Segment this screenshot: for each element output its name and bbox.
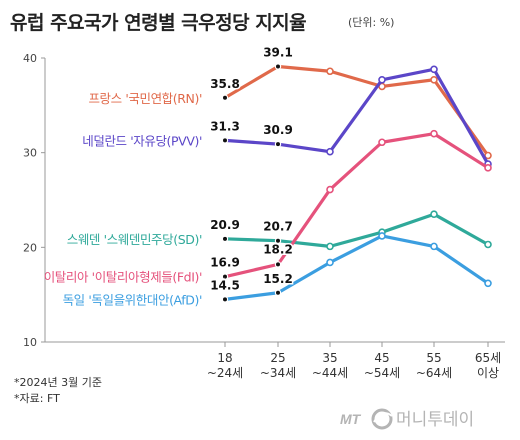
series-line [223, 64, 490, 158]
x-tick-label: ~54세 [364, 366, 400, 380]
logo-mark: MT [340, 411, 362, 427]
data-label: 35.8 [210, 77, 240, 91]
data-point [430, 242, 438, 251]
logo-swirl-icon [371, 408, 393, 430]
series-layer: 35.8 39.1 31.3 30.9 20.9 20.7 16.9 18.2 14.5 15.2 [209, 44, 492, 303]
data-point [274, 289, 282, 296]
x-tick-label: ~64세 [416, 366, 452, 380]
data-point [430, 129, 438, 138]
data-point [221, 273, 229, 280]
y-tick-label: 30 [23, 147, 37, 160]
x-tick-label: 45 [374, 351, 389, 365]
legend-label: 독일 '독일을위한대안(AfD)' [63, 292, 202, 307]
data-point [378, 232, 386, 240]
data-point [430, 65, 438, 74]
data-label: 15.2 [263, 272, 293, 286]
y-tick-label: 40 [23, 52, 37, 65]
x-tick-label: 65세 [475, 351, 501, 365]
data-point [221, 296, 229, 303]
data-label: 18.2 [263, 242, 293, 256]
data-point [378, 75, 386, 84]
data-point [378, 138, 386, 147]
data-point [326, 67, 334, 76]
series-line [223, 234, 490, 301]
x-tick-label: ~44세 [312, 366, 348, 380]
legend-label: 이탈리아 '이탈리아형제들(FdI)' [44, 270, 202, 285]
axis-layer: 10 20 30 40 18~24세 25~34세 35~44세 45~54세 55~64세 65… [23, 52, 505, 380]
data-point [274, 140, 282, 148]
data-point [221, 94, 229, 101]
data-point [326, 185, 334, 194]
date-note: *2024년 3월 기준 [14, 376, 102, 389]
brand-name: 머니투데이 [396, 410, 474, 430]
data-label: 20.7 [263, 220, 293, 234]
data-point [430, 75, 438, 84]
x-tick-label: ~24세 [207, 366, 243, 380]
chart-title: 유럽 주요국가 연령별 극우정당 지지율 [10, 12, 307, 34]
data-point [430, 210, 438, 218]
x-tick-label: 55 [426, 351, 441, 365]
unit-label: (단위: %) [348, 16, 395, 29]
data-point [326, 147, 334, 156]
y-tick-label: 20 [23, 241, 37, 254]
data-point [274, 261, 282, 268]
legend-label: 네덜란드 '자유당(PVV)' [82, 133, 202, 148]
x-tick-label: ~34세 [260, 366, 296, 380]
data-point [484, 164, 492, 172]
data-point [484, 151, 492, 160]
series-line [223, 67, 490, 166]
data-point [326, 258, 334, 267]
data-label: 20.9 [210, 218, 240, 232]
data-label: 30.9 [263, 123, 293, 137]
y-tick-label: 10 [23, 336, 37, 349]
data-point [221, 137, 229, 144]
x-tick-label: 25 [270, 351, 285, 365]
x-tick-label: 18 [217, 351, 232, 365]
legend-label: 프랑스 '국민연합(RN)' [88, 91, 202, 106]
series-line [223, 212, 490, 248]
brand-logo: MT 머니투데이 [340, 408, 474, 430]
series-line [223, 132, 490, 279]
data-point [484, 240, 492, 249]
data-label: 14.5 [210, 278, 240, 292]
x-tick-label: 이상 [477, 366, 499, 380]
data-label: 31.3 [210, 119, 240, 133]
data-point [274, 63, 282, 70]
data-point [484, 279, 492, 288]
data-label: 16.9 [210, 256, 240, 270]
legend-label: 스웨덴 '스웨덴민주당(SD)' [67, 232, 202, 247]
source-note: *자료: FT [14, 392, 60, 405]
data-label: 39.1 [263, 46, 293, 60]
legend-layer: 프랑스 '국민연합(RN)' 네덜란드 '자유당(PVV)' 스웨덴 '스웨덴민주당… [44, 91, 203, 308]
x-tick-label: 35 [322, 351, 337, 365]
data-point [274, 237, 282, 244]
data-point [326, 242, 334, 251]
data-point [221, 235, 229, 243]
